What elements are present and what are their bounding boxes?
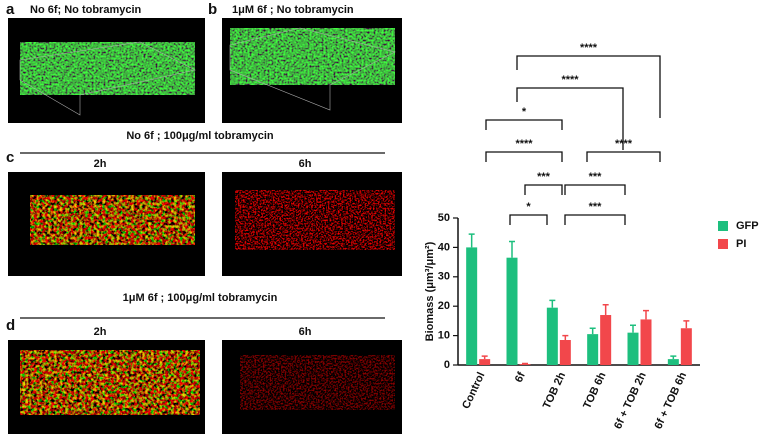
significance-label: **** [515,138,533,150]
significance-bracket [516,55,661,118]
significance-label: *** [537,171,551,183]
bar [680,328,692,365]
significance-bracket [509,214,548,225]
legend-swatch [718,239,728,249]
x-tick-label: 6f [513,370,528,384]
y-tick-label: 40 [438,241,450,253]
y-tick-label: 50 [438,212,450,224]
significance-bracket [524,184,563,195]
error-bar [683,320,690,329]
y-tick-label: 10 [438,330,450,342]
bar [587,334,599,365]
error-bar [549,299,556,308]
significance-label: **** [561,74,579,86]
significance-label: * [526,201,531,213]
panel-letter: c [6,149,14,166]
significance-label: *** [589,171,603,183]
bar [506,257,518,365]
error-bar [481,355,488,360]
error-bar [522,362,528,365]
bar [519,364,531,365]
bar [546,307,558,365]
panel-letter: a [6,1,15,18]
significance-bracket [485,119,563,130]
bar [600,315,612,365]
x-tick-label: 6f + TOB 2h [612,370,649,431]
error-bar [589,327,596,335]
panel-letter: d [6,317,15,334]
bar [466,247,478,365]
bar [627,332,639,365]
panel-letter: b [208,1,217,18]
significance-label: **** [580,42,598,54]
time-label: 2h [94,158,107,170]
time-label: 6h [299,326,312,338]
y-axis-label: Biomass (μm³/μm²) [424,241,436,341]
bar [479,359,491,365]
x-tick-label: 6f + TOB 6h [652,370,689,431]
biofilm [20,42,195,95]
significance-bracket [516,87,624,150]
y-tick-label: 0 [444,359,450,371]
y-tick-label: 20 [438,300,450,312]
legend-label: PI [736,238,746,250]
panel-title: No 6f; No tobramycin [30,4,142,16]
microscopy-panels: a No 6f; No tobramycin b 1μM 6f ; No tob… [6,1,402,434]
error-bar [643,309,649,320]
significance-label: * [522,106,527,118]
legend-swatch [718,221,728,231]
significance-bracket [564,214,626,225]
error-bar [468,233,475,248]
panel-title: 1μM 6f ; No tobramycin [232,4,354,16]
error-bar [509,240,515,258]
significance-bracket [564,184,626,195]
x-tick-label: TOB 2h [541,370,568,411]
y-tick-label: 30 [438,271,450,283]
bar [667,359,679,365]
panel-title: 1μM 6f ; 100μg/ml tobramycin [123,292,278,304]
x-tick-label: TOB 6h [581,370,608,411]
time-label: 6h [299,158,312,170]
bar-chart: 0 10 20 30 40 50 Biomass (μm³/μm²) Control 6f TOB… [424,42,759,431]
biofilm [235,190,395,250]
significance-bracket [485,151,563,162]
biofilm [30,195,195,245]
significance-label: **** [615,138,633,150]
error-bar [670,355,677,360]
bar [640,319,652,365]
panel-title: No 6f ; 100μg/ml tobramycin [126,130,274,142]
error-bar [562,334,569,341]
significance-bracket [586,151,661,162]
biofilm [240,355,395,410]
time-label: 2h [94,326,107,338]
bar [559,340,571,365]
biofilm [230,28,395,85]
significance-label: *** [589,201,603,213]
x-tick-label: Control [460,370,487,411]
legend-label: GFP [736,220,759,232]
error-bar [630,324,636,333]
biofilm [20,350,200,415]
error-bar [602,303,609,316]
